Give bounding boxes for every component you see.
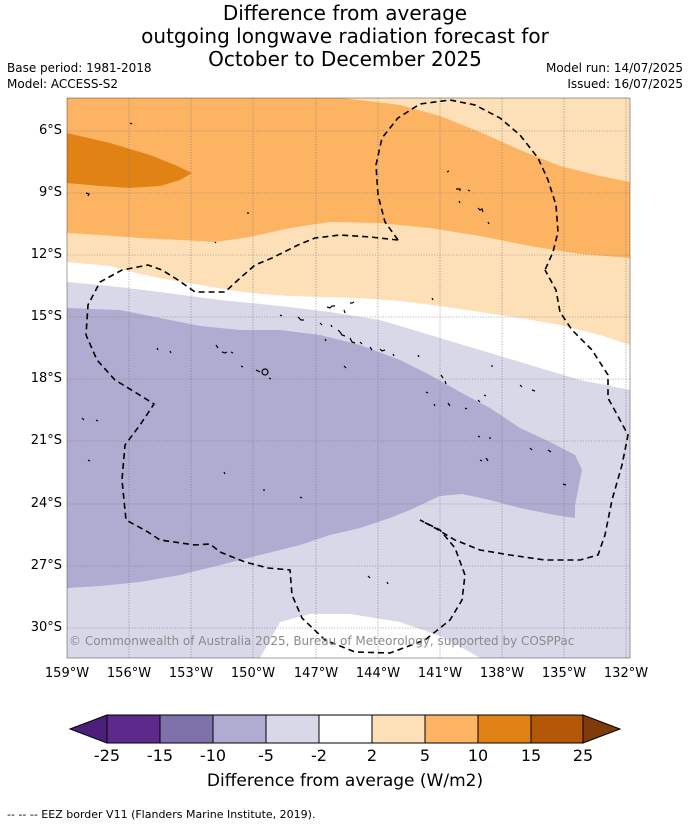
colorbar-neutral-swatch	[318, 714, 373, 744]
model-run: Model run: 14/07/2025	[545, 61, 683, 75]
lon-label: 147°W	[293, 666, 339, 681]
eez-border-north	[375, 99, 559, 271]
colorbar-tick: -10	[199, 746, 227, 765]
title-line-1: Difference from average	[222, 1, 468, 25]
band-pos5-orange	[67, 98, 630, 280]
band-neg2-south-white	[260, 614, 480, 658]
colorbar-high-extend	[582, 714, 622, 744]
band-pos2-north-light-orange	[340, 98, 630, 182]
colorbar-pos15-swatch	[530, 714, 584, 744]
band-pos2-light-orange	[67, 222, 630, 345]
colorbar-title: Difference from average (W/m2)	[206, 771, 484, 791]
lon-label: 150°W	[230, 666, 276, 681]
colorbar-neg5-swatch	[212, 714, 267, 744]
colorbar-tick: 15	[520, 746, 542, 765]
colorbar-low-extend	[68, 714, 108, 744]
model-name: Model: ACCESS-S2	[7, 77, 119, 91]
lat-label: 6°S	[38, 123, 62, 138]
base-period: Base period: 1981-2018	[7, 61, 152, 75]
lat-label: 12°S	[30, 247, 62, 262]
graticule	[67, 98, 630, 658]
copyright-notice: © Commonwealth of Australia 2025, Bureau…	[69, 634, 575, 648]
colorbar-pos10-swatch	[477, 714, 532, 744]
colorbar-tick: 2	[366, 746, 378, 765]
colorbar-neg2-swatch	[265, 714, 320, 744]
colorbar-tick: -15	[146, 746, 174, 765]
lat-label: 18°S	[30, 371, 62, 386]
lon-label: 159°W	[44, 666, 90, 681]
issued-date: Issued: 16/07/2025	[567, 77, 683, 91]
lon-label: 144°W	[355, 666, 401, 681]
map-frame	[66, 97, 631, 659]
lon-label: 141°W	[417, 666, 463, 681]
meta-left: Base period: 1981-2018 Model: ACCESS-S2	[7, 60, 152, 92]
lon-label: 156°W	[106, 666, 152, 681]
colorbar-tick: 10	[467, 746, 489, 765]
meta-right: Model run: 14/07/2025 Issued: 16/07/2025	[546, 60, 683, 92]
lat-label: 21°S	[30, 433, 62, 448]
lon-label: 135°W	[541, 666, 587, 681]
colorbar-pos5-swatch	[424, 714, 479, 744]
lon-label: 153°W	[168, 666, 214, 681]
lon-label: 132°W	[603, 666, 649, 681]
colorbar-tick: 5	[419, 746, 431, 765]
lat-label: 27°S	[30, 558, 62, 573]
lat-label: 30°S	[30, 620, 62, 635]
band-neg5-lavender	[67, 308, 582, 588]
title-line-2: outgoing longwave radiation forecast for	[141, 24, 549, 48]
colorbar-pos2-swatch	[371, 714, 426, 744]
lat-label: 9°S	[38, 185, 62, 200]
colorbar-neg10-swatch	[159, 714, 214, 744]
lat-label: 15°S	[30, 309, 62, 324]
lon-label: 138°W	[479, 666, 525, 681]
band-pos10-dark-orange	[67, 133, 192, 188]
eez-footnote: -- -- -- EEZ border V11 (Flanders Marine…	[7, 808, 316, 821]
lat-label: 24°S	[30, 496, 62, 511]
map-field	[67, 98, 630, 658]
colorbar-tick: -2	[311, 746, 327, 765]
colorbar-neg15-swatch	[106, 714, 161, 744]
colorbar-tick: -5	[258, 746, 274, 765]
colorbar	[68, 714, 622, 744]
colorbar-tick: 25	[572, 746, 594, 765]
eez-border-main	[85, 234, 629, 654]
title-line-3: October to December 2025	[208, 47, 482, 71]
map-title: Difference from average outgoing longwav…	[0, 2, 690, 71]
colorbar-tick: -25	[93, 746, 121, 765]
islands	[81, 122, 567, 585]
